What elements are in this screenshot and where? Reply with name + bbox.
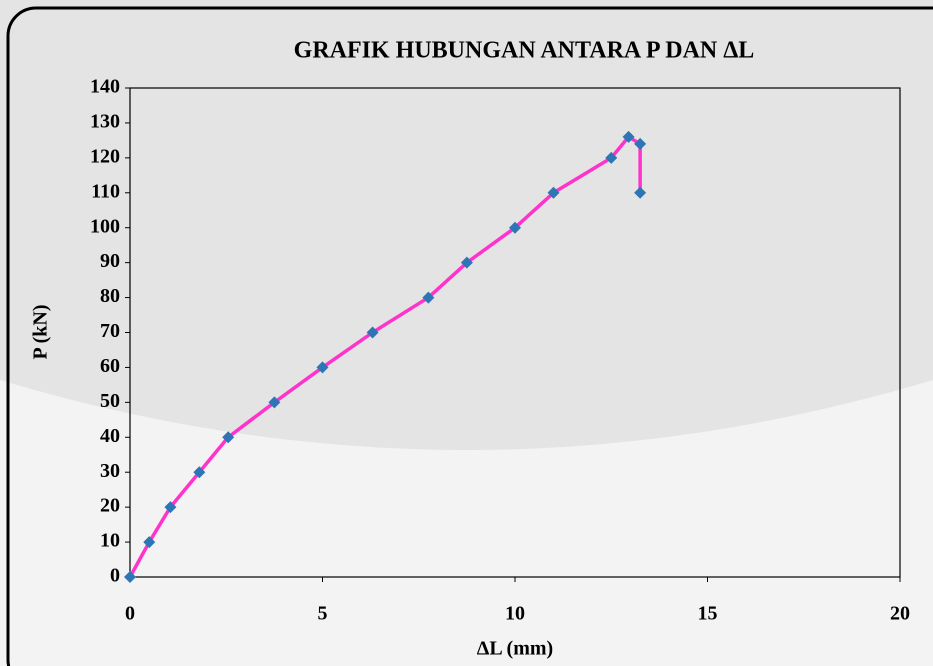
data-point [193, 466, 206, 479]
y-tick-label: 0 [110, 565, 120, 587]
x-axis-title: ΔL (mm) [477, 638, 553, 660]
x-tick-label: 0 [125, 603, 135, 625]
y-tick-label: 40 [100, 425, 120, 447]
data-point [222, 431, 235, 444]
y-tick-label: 80 [100, 285, 120, 307]
data-point [622, 130, 635, 143]
x-tick-label: 5 [318, 603, 328, 625]
data-point [268, 396, 281, 409]
data-point [422, 291, 435, 304]
data-point [547, 186, 560, 199]
y-tick-label: 70 [100, 320, 120, 342]
y-tick-label: 90 [100, 250, 120, 272]
data-line [128, 135, 642, 578]
data-point [634, 186, 647, 199]
y-tick-label: 10 [100, 530, 120, 552]
y-tick-label: 60 [100, 355, 120, 377]
x-tick-label: 10 [505, 603, 525, 625]
y-tick-label: 30 [100, 460, 120, 482]
y-tick-label: 120 [90, 145, 120, 167]
chart-title: GRAFIK HUBUNGAN ANTARA P DAN ΔL [294, 38, 755, 64]
background-band [0, 380, 933, 666]
data-point [460, 256, 473, 269]
data-point [164, 501, 177, 514]
data-point [605, 151, 618, 164]
x-tick-label: 20 [890, 603, 910, 625]
data-point [634, 137, 647, 150]
data-point [366, 326, 379, 339]
y-tick-label: 50 [100, 390, 120, 412]
y-axis-title: P (kN) [30, 305, 52, 360]
data-point [509, 221, 521, 234]
y-tick-label: 140 [90, 76, 120, 98]
y-tick-label: 20 [100, 495, 120, 517]
x-tick-label: 15 [698, 603, 718, 625]
y-tick-label: 110 [91, 180, 120, 202]
y-tick-label: 130 [90, 111, 120, 133]
data-point [143, 536, 156, 549]
y-tick-label: 100 [90, 215, 120, 237]
data-point [124, 571, 136, 583]
data-point [316, 361, 329, 374]
chart-frame [6, 6, 933, 666]
